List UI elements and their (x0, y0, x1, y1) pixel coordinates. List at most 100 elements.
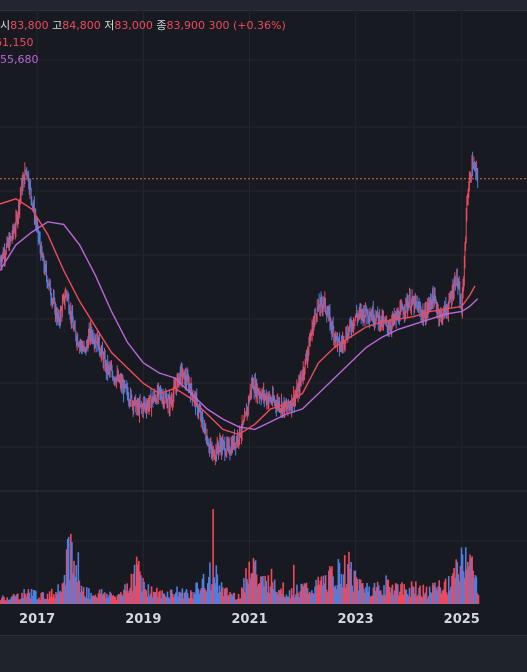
volume-bar (150, 586, 153, 604)
volume-bar (299, 591, 301, 604)
price-candles (0, 151, 479, 466)
volume-bar (273, 579, 276, 604)
volume-bar (140, 575, 142, 604)
volume-bar (195, 582, 197, 604)
volume-bar (200, 587, 203, 604)
volume-bar (22, 598, 24, 604)
volume-bar (391, 584, 394, 604)
volume-bar (9, 599, 12, 604)
ohlc-row: 시83,800 고84,800 저83,000 종83,900 300 (+0.… (0, 17, 286, 34)
volume-bar (44, 599, 47, 604)
volume-bar (10, 596, 13, 604)
volume-bar (59, 590, 62, 604)
volume-bar (401, 582, 403, 604)
volume-bar (196, 582, 198, 604)
volume-bar (427, 596, 430, 604)
volume-bar (113, 596, 116, 604)
volume-bar (82, 587, 85, 604)
volume-bar (245, 568, 247, 604)
volume-bar (414, 593, 416, 604)
volume-bar (407, 595, 410, 604)
volume-bar (250, 573, 253, 604)
volume-bar (205, 591, 208, 604)
volume-bar (348, 551, 350, 604)
volume-bar (218, 585, 221, 604)
volume-bar (130, 573, 133, 604)
volume-bar (143, 581, 145, 604)
volume-bar (477, 595, 480, 604)
volume-bar (359, 579, 362, 604)
volume-bar (405, 589, 408, 604)
volume-bar (317, 576, 319, 604)
volume-bar (311, 590, 313, 604)
volume-bar (129, 587, 132, 604)
volume-bar (219, 591, 222, 604)
stock-chart[interactable] (0, 0, 527, 635)
volume-bar (238, 598, 241, 604)
volume-bar (57, 584, 59, 604)
volume-bar (305, 582, 308, 604)
volume-bar (436, 590, 438, 604)
volume-bar (91, 596, 93, 604)
volume-bar (330, 568, 332, 604)
volume-bar (366, 583, 368, 604)
volume-bar (96, 597, 99, 604)
volume-bar (62, 582, 65, 604)
volume-bar (21, 592, 23, 604)
volume-bar (197, 588, 200, 604)
volume-bar (335, 589, 338, 604)
volume-bar (151, 597, 154, 604)
volume-bar (464, 547, 467, 604)
volume-bar (476, 593, 479, 604)
volume-bar (41, 591, 43, 604)
open-label: 시 (0, 19, 11, 32)
volume-bar (230, 593, 232, 604)
volume-bar (173, 597, 175, 604)
volume-bar (270, 568, 273, 604)
volume-bar (286, 596, 289, 604)
volume-bar (64, 585, 67, 604)
volume-bar (306, 587, 309, 604)
volume-bar (131, 591, 134, 604)
volume-bar (449, 590, 451, 604)
volume-bar (409, 596, 412, 604)
volume-bar (375, 587, 378, 604)
volume-bar (313, 594, 315, 604)
volume-bar (339, 583, 342, 604)
volume-bar (178, 591, 180, 604)
volume-bar (25, 596, 28, 604)
volume-bar (357, 590, 360, 604)
volume-bar (236, 598, 239, 604)
volume-bar (341, 587, 344, 604)
volume-bar (215, 565, 218, 604)
volume-bar (462, 571, 465, 604)
volume-bar (319, 580, 322, 604)
volume-bar (376, 581, 379, 604)
volume-bar (261, 577, 263, 604)
volume-bar (198, 593, 201, 604)
volume-bar (214, 583, 217, 604)
volume-bar (69, 580, 71, 604)
volume-bar (290, 588, 293, 604)
volume-bar (422, 584, 425, 604)
volume-bar (109, 591, 111, 604)
volume-bar (163, 593, 166, 604)
volume-bar (192, 598, 194, 604)
volume-bar (156, 587, 158, 604)
volume-bar (33, 590, 36, 604)
volume-bar (75, 565, 77, 604)
volume-bar (111, 595, 114, 604)
volume-bar (404, 589, 407, 604)
volume-bar (63, 575, 66, 604)
volume-bar (138, 560, 140, 604)
volume-bar (240, 587, 243, 604)
volume-bar (58, 591, 60, 604)
volume-bar (79, 592, 82, 604)
volume-bar (368, 586, 370, 604)
volume-bar (248, 561, 250, 604)
volume-bar (216, 574, 219, 604)
volume-bar (251, 572, 254, 604)
ma-long-legend: 55,680 (0, 53, 39, 66)
volume-bar (342, 574, 345, 604)
volume-bar (133, 564, 136, 604)
